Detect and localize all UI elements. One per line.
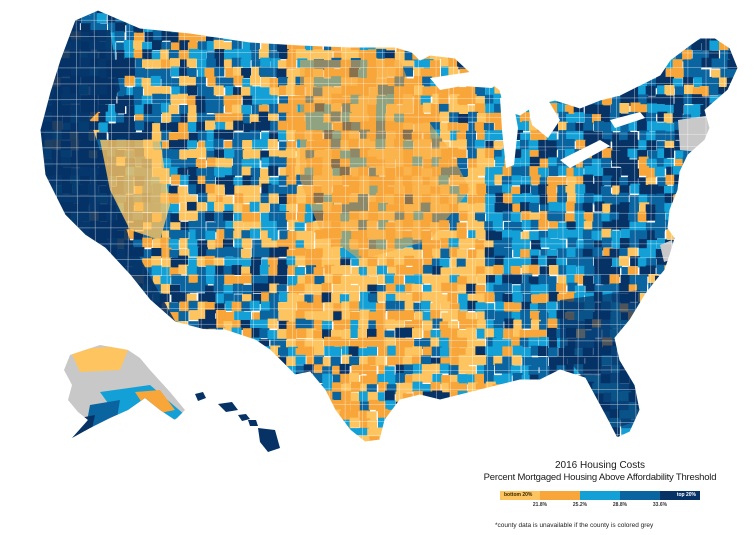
legend: 2016 Housing Costs Percent Mortgaged Hou… (470, 460, 730, 508)
legend-swatch-3 (580, 491, 620, 500)
region-midwest (300, 60, 470, 260)
region-nevada (100, 140, 170, 240)
alaska (64, 345, 185, 438)
hawaii (195, 392, 280, 452)
legend-color-bar: bottom 20% top 20% (500, 491, 700, 500)
legend-bottom-label: bottom 20% (504, 492, 533, 498)
grey-county-note: *county data is unavailable if the count… (495, 522, 654, 529)
legend-title: 2016 Housing Costs (554, 460, 646, 471)
legend-break-1: 21.8% (532, 502, 548, 508)
legend-subtitle: Percent Mortgaged Housing Above Affordab… (483, 472, 717, 483)
legend-swatch-2 (540, 491, 580, 500)
legend-swatch-1: bottom 20% (500, 491, 540, 500)
region-southeast (560, 290, 640, 430)
legend-top-label: top 20% (676, 492, 696, 498)
great-lakes (430, 72, 645, 168)
legend-break-4: 33.6% (652, 502, 668, 508)
legend-break-3: 28.8% (612, 502, 628, 508)
legend-break-2: 25.2% (572, 502, 588, 508)
legend-swatch-4 (620, 491, 660, 500)
legend-swatch-5: top 20% (660, 491, 700, 500)
legend-break-labels: 21.8% 25.2% 28.8% 33.6% (500, 502, 700, 510)
